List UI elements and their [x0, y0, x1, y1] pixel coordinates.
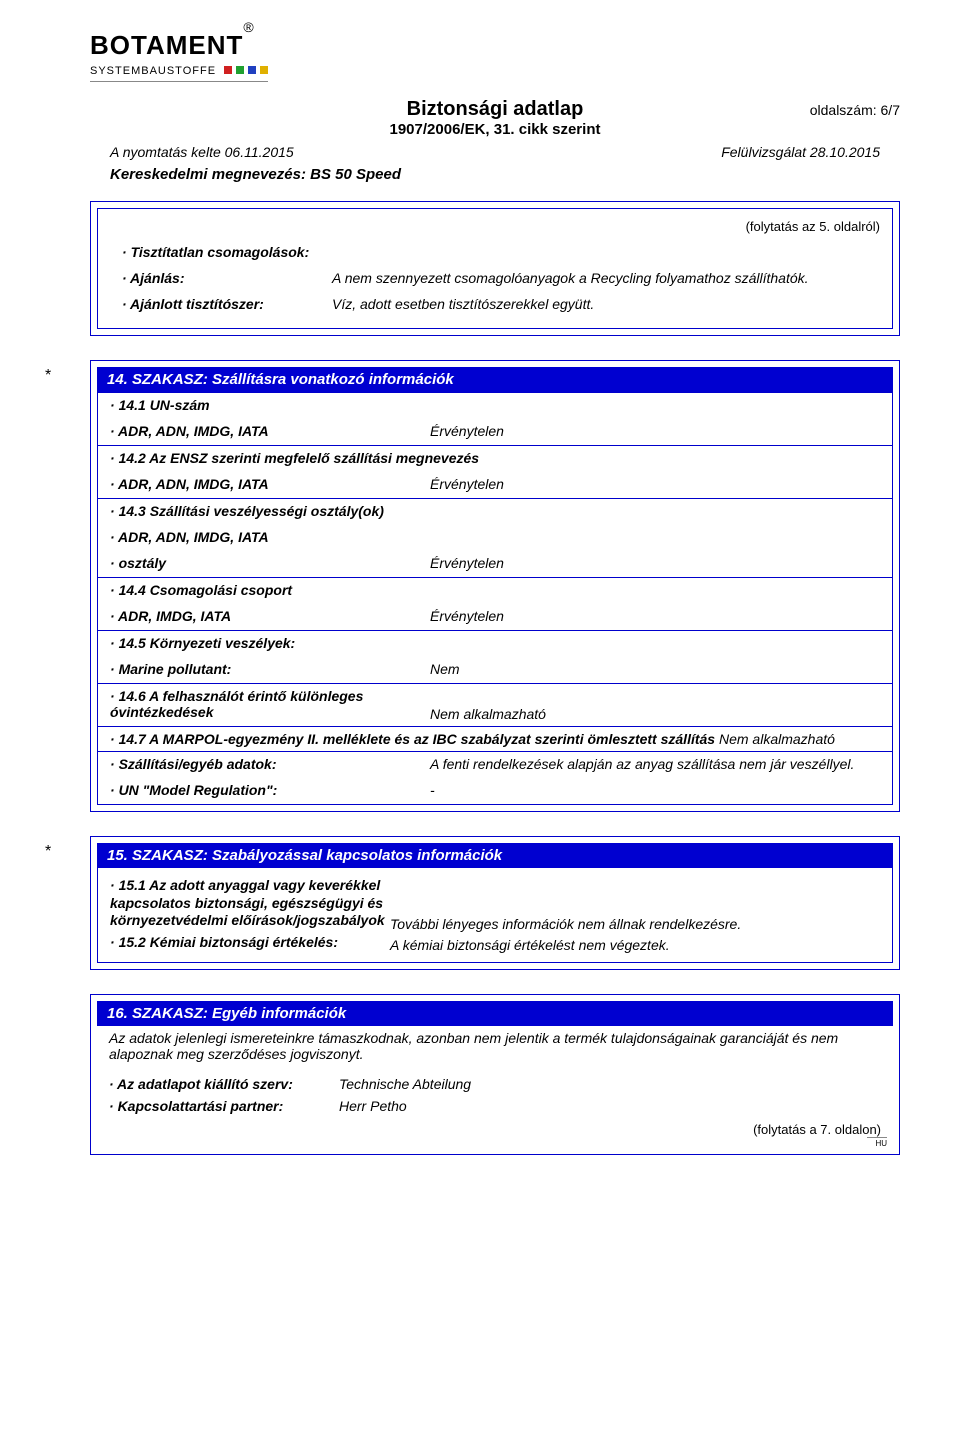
section-16: 16. SZAKASZ: Egyéb információk Az adatok…: [90, 994, 900, 1155]
cleaner-value: Víz, adott esetben tisztítószerekkel egy…: [332, 296, 868, 314]
asterisk-15: *: [45, 843, 51, 861]
brand-logo: BOTAMENT® SYSTEMBAUSTOFFE: [90, 30, 900, 82]
s14-3-c: osztály: [110, 555, 430, 571]
s14-2-b: ADR, ADN, IMDG, IATA: [110, 476, 430, 492]
s14-7-line: 14.7 A MARPOL-egyezmény II. melléklete é…: [110, 731, 880, 747]
hu-tag: HU: [867, 1137, 887, 1148]
square-green: [236, 66, 244, 74]
logo-text: BOTAMENT: [90, 30, 243, 60]
logo-registered: ®: [243, 19, 254, 35]
s16-r1-a: Az adatlapot kiállító szerv:: [109, 1076, 339, 1092]
s14-9-a: UN "Model Regulation":: [110, 782, 430, 798]
logo-color-squares: [224, 65, 268, 77]
logo-subtext: SYSTEMBAUSTOFFE: [90, 65, 216, 77]
s16-r1-v: Technische Abteilung: [339, 1076, 881, 1094]
s14-3-a: 14.3 Szállítási veszélyességi osztály(ok…: [110, 503, 880, 519]
s14-8-v: A fenti rendelkezések alapján az anyag s…: [430, 756, 880, 774]
s14-7-v: Nem alkalmazható: [719, 731, 835, 747]
s15-1-a: 15.1 Az adott anyaggal vagy keverékkel k…: [110, 877, 390, 930]
s14-1-v: Érvénytelen: [430, 423, 880, 441]
document-header: Biztonsági adatlap 1907/2006/EK, 31. cik…: [90, 98, 900, 138]
s14-5-a: 14.5 Környezeti veszélyek:: [110, 635, 880, 651]
trade-name: Kereskedelmi megnevezés: BS 50 Speed: [90, 166, 900, 183]
revision-date: Felülvizsgálat 28.10.2015: [721, 144, 880, 160]
s14-5-v: Nem: [430, 661, 880, 679]
s16-r2-a: Kapcsolattartási partner:: [109, 1098, 339, 1114]
s14-2-v: Érvénytelen: [430, 476, 880, 494]
meta-row: A nyomtatás kelte 06.11.2015 Felülvizsgá…: [90, 144, 900, 160]
section-14: * 14. SZAKASZ: Szállításra vonatkozó inf…: [90, 360, 900, 812]
section-15-header: 15. SZAKASZ: Szabályozással kapcsolatos …: [97, 843, 893, 868]
s15-1-v: További lényeges információk nem állnak …: [390, 916, 880, 932]
s14-6-v: Nem alkalmazható: [430, 706, 880, 722]
square-blue: [248, 66, 256, 74]
s15-2-v: A kémiai biztonsági értékelést nem végez…: [390, 937, 880, 953]
s14-1-b: ADR, ADN, IMDG, IATA: [110, 423, 430, 439]
s14-4-v: Érvénytelen: [430, 608, 880, 626]
square-red: [224, 66, 232, 74]
s14-7-a: 14.7 A MARPOL-egyezmény II. melléklete é…: [110, 731, 715, 747]
document-subtitle: 1907/2006/EK, 31. cikk szerint: [90, 121, 900, 138]
s14-3-b: ADR, ADN, IMDG, IATA: [110, 529, 880, 545]
s16-para: Az adatok jelenlegi ismereteinkre támasz…: [97, 1026, 893, 1066]
section-14-header: 14. SZAKASZ: Szállításra vonatkozó infor…: [97, 367, 893, 392]
section-13-continuation: (folytatás az 5. oldalról) Tisztítatlan …: [90, 201, 900, 336]
logo-sub: SYSTEMBAUSTOFFE: [90, 65, 268, 82]
print-date: A nyomtatás kelte 06.11.2015: [110, 144, 294, 160]
logo-main: BOTAMENT®: [90, 30, 255, 61]
section-15: * 15. SZAKASZ: Szabályozással kapcsolato…: [90, 836, 900, 970]
recommendation-label: Ajánlás:: [122, 270, 332, 286]
s14-1-a: 14.1 UN-szám: [110, 397, 880, 413]
continuation-from: (folytatás az 5. oldalról): [110, 219, 880, 234]
cleaner-label: Ajánlott tisztítószer:: [122, 296, 332, 312]
recommendation-value: A nem szennyezett csomagolóanyagok a Rec…: [332, 270, 868, 288]
square-yellow: [260, 66, 268, 74]
asterisk-14: *: [45, 367, 51, 385]
s16-r2-v: Herr Petho: [339, 1098, 881, 1116]
s14-2-a: 14.2 Az ENSZ szerinti megfelelő szállítá…: [110, 450, 880, 466]
s14-8-a: Szállítási/egyéb adatok:: [110, 756, 430, 772]
s14-5-b: Marine pollutant:: [110, 661, 430, 677]
s14-3-v: Érvénytelen: [430, 555, 880, 573]
continuation-to: (folytatás a 7. oldalon): [97, 1118, 893, 1137]
s15-2-a: 15.2 Kémiai biztonsági értékelés:: [110, 934, 390, 952]
document-title: Biztonsági adatlap: [90, 98, 900, 121]
section-16-header: 16. SZAKASZ: Egyéb információk: [97, 1001, 893, 1026]
s14-4-a: 14.4 Csomagolási csoport: [110, 582, 880, 598]
s14-9-v: -: [430, 782, 880, 800]
s14-4-b: ADR, IMDG, IATA: [110, 608, 430, 624]
s14-6-a: 14.6 A felhasználót érintő különleges óv…: [110, 688, 430, 720]
uncleaned-packaging-header: Tisztítatlan csomagolások:: [122, 244, 332, 260]
